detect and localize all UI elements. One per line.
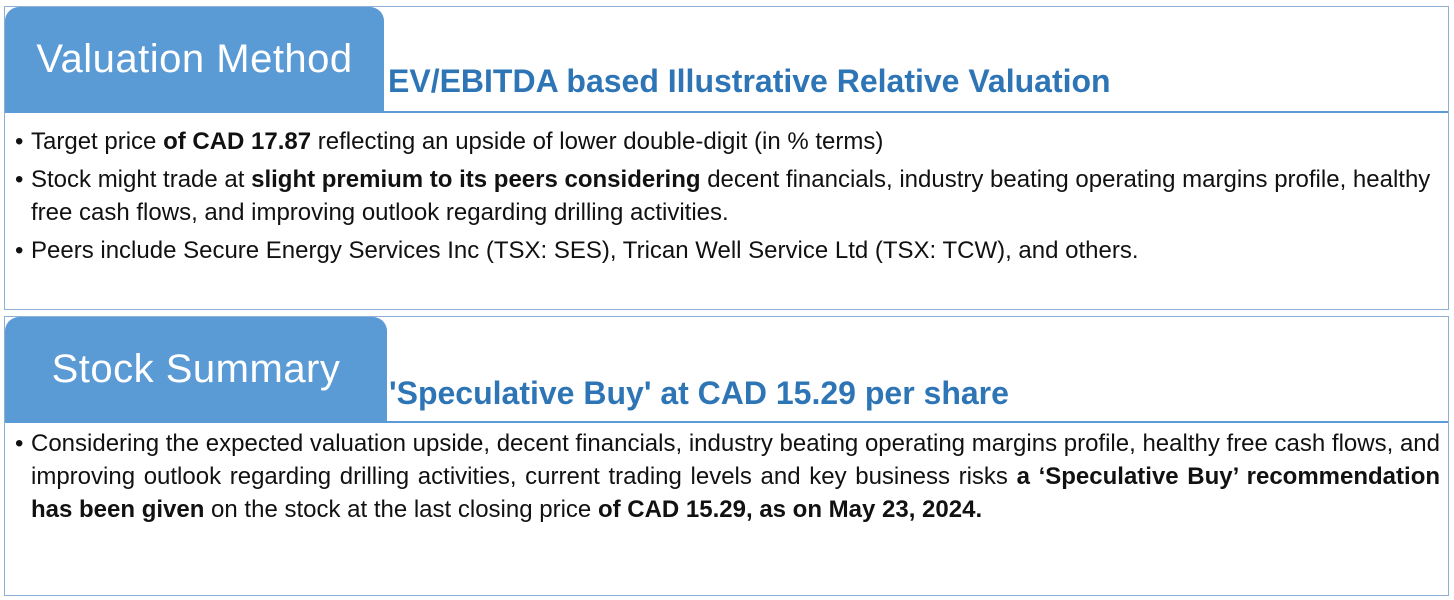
bullet-text: Peers include Secure Energy Services Inc… <box>31 237 1139 264</box>
bullet-item: • Stock might trade at slight premium to … <box>15 163 1440 229</box>
summary-divider <box>5 421 1448 423</box>
bullet-text-bold: of CAD 17.87 <box>163 128 312 155</box>
bullet-text: Considering the expected valuation upsid… <box>31 430 1440 490</box>
bullet-item: • Peers include Secure Energy Services In… <box>15 234 1440 267</box>
valuation-divider <box>5 111 1448 113</box>
bullet-text: Stock might trade at <box>31 166 252 193</box>
bullet-dot: • <box>15 430 24 457</box>
bullet-item: • Considering the expected valuation upsi… <box>15 427 1440 526</box>
bullet-text: reflecting an upside of lower double-dig… <box>311 128 884 155</box>
valuation-tab-label: Valuation Method <box>36 36 353 81</box>
valuation-bullet-list: • Target price of CAD 17.87 reflecting an… <box>15 125 1440 272</box>
valuation-section: Valuation Method EV/EBITDA based Illustr… <box>4 6 1449 310</box>
summary-section: Stock Summary 'Speculative Buy' at CAD 1… <box>4 316 1449 596</box>
bullet-text: decent financials, industry beating oper… <box>31 166 1431 226</box>
valuation-tab: Valuation Method <box>5 7 384 111</box>
bullet-dot: • <box>15 128 24 155</box>
valuation-heading: EV/EBITDA based Illustrative Relative Va… <box>388 63 1111 99</box>
summary-heading: 'Speculative Buy' at CAD 15.29 per share <box>389 375 1009 411</box>
bullet-item: • Target price of CAD 17.87 reflecting an… <box>15 125 1440 158</box>
summary-tab: Stock Summary <box>5 317 387 421</box>
bullet-text-bold: of CAD 15.29, as on May 23, 2024. <box>597 496 983 523</box>
bullet-text-bold: a ‘Speculative Buy’ recommendation has b… <box>31 463 1441 523</box>
bullet-dot: • <box>15 237 24 264</box>
bullet-text-bold: slight premium to its peers considering <box>251 166 701 193</box>
bullet-dot: • <box>15 166 24 193</box>
summary-bullet-list: • Considering the expected valuation upsi… <box>15 427 1440 531</box>
summary-tab-label: Stock Summary <box>51 346 341 391</box>
bullet-text: Target price <box>31 128 164 155</box>
bullet-text: on the stock at the last closing price <box>204 496 598 523</box>
